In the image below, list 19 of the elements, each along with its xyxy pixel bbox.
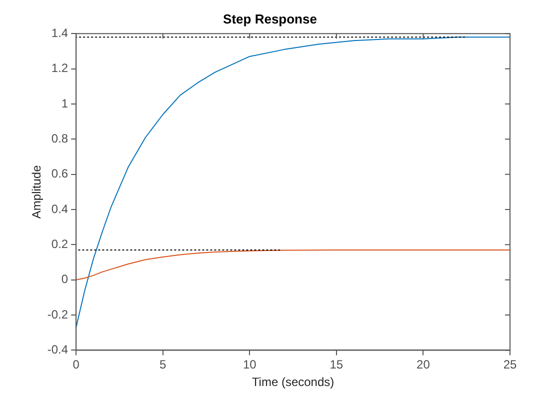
y-tick-label: 1.4 xyxy=(51,26,68,40)
y-tick-label: -0.4 xyxy=(47,342,68,357)
x-tick-label: 0 xyxy=(72,358,80,372)
x-axis-title: Time (seconds) xyxy=(252,375,334,390)
y-tick-label: 0 xyxy=(61,272,68,286)
y-tick-label: 1 xyxy=(61,96,68,110)
x-tick-label: 5 xyxy=(160,358,167,372)
y-tick-label: 0.6 xyxy=(51,166,68,181)
y-tick-label: 1.2 xyxy=(51,61,68,76)
y-tick-label: 0.4 xyxy=(51,202,68,216)
y-tick-label: -0.2 xyxy=(47,307,68,322)
x-tick-label: 25 xyxy=(503,358,517,372)
x-tick-label: 10 xyxy=(242,358,257,372)
x-tick-label: 20 xyxy=(416,358,430,372)
x-tick-label: 15 xyxy=(330,358,344,372)
y-tick-label: 0.8 xyxy=(51,131,68,146)
y-axis-title: Amplitude xyxy=(30,164,44,219)
y-tick-label: 0.2 xyxy=(51,236,68,251)
chart-title: Step Response xyxy=(223,11,317,26)
